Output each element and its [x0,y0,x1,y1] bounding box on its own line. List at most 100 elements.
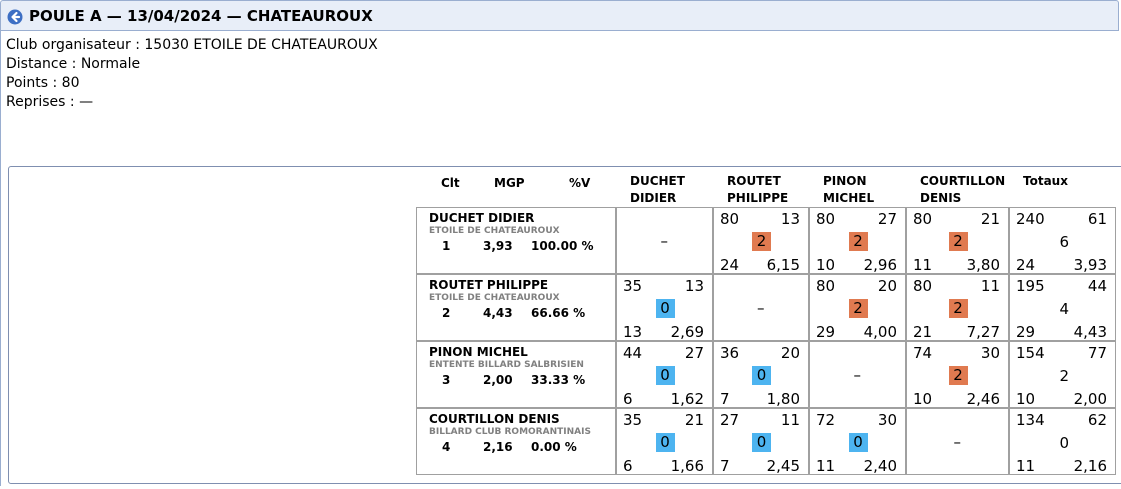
score-reprises: 30 [877,411,897,429]
score-reprises: 62 [1087,411,1107,429]
loss-badge: 0 [655,366,675,385]
score-average: 2,69 [670,323,704,341]
win-badge: 2 [948,299,968,318]
score-average: 2,45 [766,457,800,475]
score-average: 2,16 [1073,457,1107,475]
player-rank: 3 [442,373,451,387]
score-reprises: 21 [980,210,1000,228]
score-reprises: 20 [780,344,800,362]
score-serie: 11 [913,256,933,274]
player-cell: PINON MICHEL ENTENTE BILLARD SALBRISIEN 3 2… [416,341,616,408]
score-serie: 24 [720,256,740,274]
win-badge: 2 [848,232,868,251]
score-reprises: 13 [684,277,704,295]
score-points: 74 [913,344,933,362]
player-cell: DUCHET DIDIER ETOILE DE CHATEAUROUX 1 3,93 1… [416,207,616,274]
points-info: Points : 80 [6,75,80,91]
player-name: ROUTET PHILIPPE [429,278,549,292]
score-serie: 6 [623,457,633,475]
header-opponent-1: DUCHET DIDIER [630,174,685,205]
title-bar: POULE A — 13/04/2024 — CHATEAUROUX [0,0,1119,31]
player-win-percent: 100.00 % [531,239,594,253]
score-serie: 29 [816,323,836,341]
score-reprises: 77 [1087,344,1107,362]
win-badge: 2 [948,232,968,251]
loss-badge: 0 [848,433,868,452]
score-points: 72 [816,411,836,429]
player-name: DUCHET DIDIER [429,211,535,225]
match-cell: 72 30 11 2,40 0 [809,408,906,475]
score-serie: 29 [1016,323,1036,341]
score-reprises: 13 [780,210,800,228]
player-club: BILLARD CLUB ROMORANTINAIS [429,427,591,437]
header-opponent-4: COURTILLON DENIS [920,174,1006,205]
match-cell: 27 11 7 2,45 0 [713,408,809,475]
score-average: 6,15 [766,256,800,274]
match-cell: – [906,408,1009,475]
total-match-points: 4 [1059,300,1070,318]
score-reprises: 30 [980,344,1000,362]
loss-badge: 0 [752,433,771,452]
player-rank: 2 [442,306,451,320]
match-cell: 44 27 6 1,62 0 [616,341,713,408]
score-serie: 11 [816,457,836,475]
score-reprises: 11 [780,411,800,429]
total-match-points: 0 [1059,434,1070,452]
header-opponent-2: ROUTET PHILIPPE [727,174,789,205]
player-club: ENTENTE BILLARD SALBRISIEN [429,360,584,370]
score-average: 1,66 [670,457,704,475]
score-average: 3,80 [966,256,1000,274]
header-pv: %V [569,176,591,190]
match-cell: 35 21 6 1,66 0 [616,408,713,475]
player-name: COURTILLON DENIS [429,412,560,426]
score-points: 35 [623,411,643,429]
back-arrow-icon[interactable] [7,9,23,25]
player-cell: COURTILLON DENIS BILLARD CLUB ROMORANTINA… [416,408,616,475]
player-mgp: 2,16 [483,440,513,454]
score-points: 35 [623,277,643,295]
player-club: ETOILE DE CHATEAUROUX [429,293,560,303]
score-average: 1,80 [766,390,800,408]
score-serie: 10 [913,390,933,408]
score-points: 80 [816,277,836,295]
score-reprises: 44 [1087,277,1107,295]
totals-cell: 134 62 11 2,16 0 [1009,408,1116,475]
player-win-percent: 66.66 % [531,306,586,320]
player-rank: 1 [442,239,451,253]
header-mgp: MGP [494,176,525,190]
header-totaux: Totaux [1023,174,1068,188]
outer-border [0,31,1,486]
player-mgp: 4,43 [483,306,513,320]
player-win-percent: 33.33 % [531,373,586,387]
score-serie: 21 [913,323,933,341]
match-cell: – [713,274,809,341]
score-average: 1,62 [670,390,704,408]
score-reprises: 11 [980,277,1000,295]
score-serie: 7 [720,390,730,408]
score-average: 4,43 [1073,323,1107,341]
totals-cell: 195 44 29 4,43 4 [1009,274,1116,341]
match-cell: 80 13 24 6,15 2 [713,207,809,274]
score-average: 4,00 [863,323,897,341]
player-cell: ROUTET PHILIPPE ETOILE DE CHATEAUROUX 2 4,4… [416,274,616,341]
player-name: PINON MICHEL [429,345,528,359]
match-cell: 74 30 10 2,46 2 [906,341,1009,408]
loss-badge: 0 [655,433,675,452]
header-clt: Clt [441,176,460,190]
total-match-points: 2 [1059,367,1070,385]
distance-info: Distance : Normale [6,56,141,72]
total-match-points: 6 [1059,233,1070,251]
score-serie: 7 [720,457,730,475]
score-points: 154 [1016,344,1045,362]
score-average: 3,93 [1073,256,1107,274]
score-reprises: 20 [877,277,897,295]
totals-cell: 154 77 10 2,00 2 [1009,341,1116,408]
player-mgp: 3,93 [483,239,513,253]
win-badge: 2 [848,299,868,318]
match-cell: 80 21 11 3,80 2 [906,207,1009,274]
reprises-info: Reprises : — [6,94,94,110]
totals-cell: 240 61 24 3,93 6 [1009,207,1116,274]
score-average: 2,96 [863,256,897,274]
loss-badge: 0 [655,299,675,318]
score-points: 240 [1016,210,1045,228]
